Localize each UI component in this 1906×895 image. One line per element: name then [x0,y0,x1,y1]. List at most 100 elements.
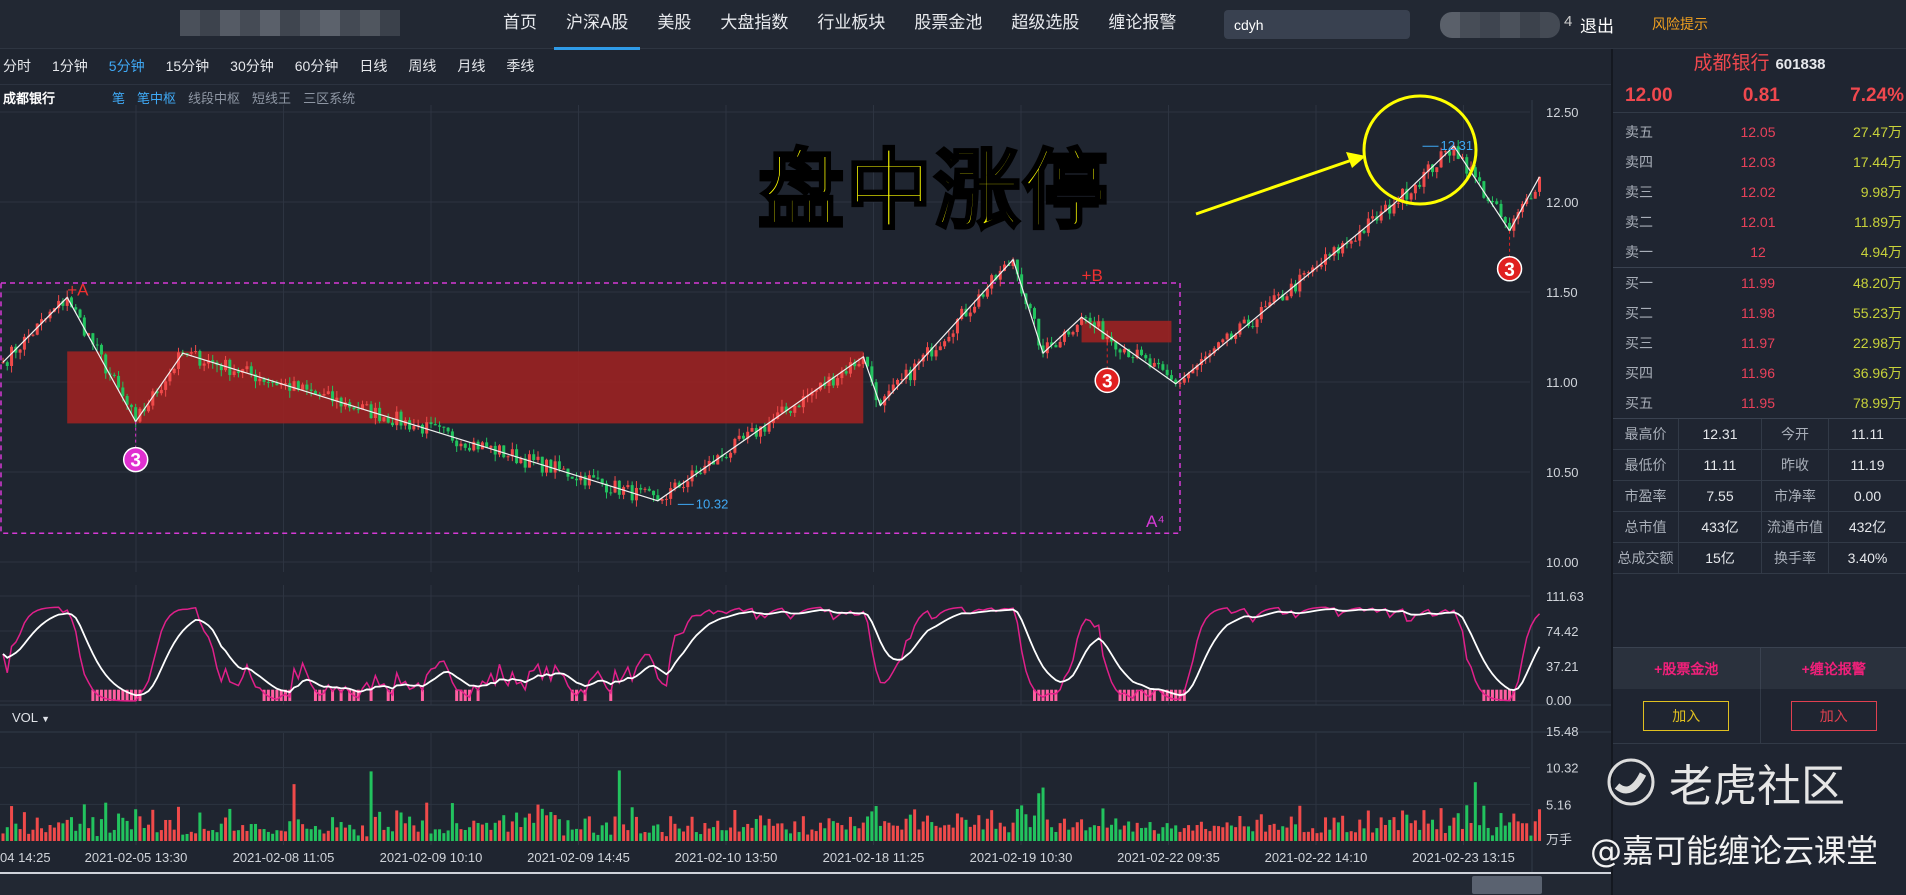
nav-item[interactable]: 大盘指数 [720,13,789,32]
arrow-head-icon [1346,152,1366,168]
nav-item[interactable]: 首页 [503,13,537,32]
volume-bar [1169,828,1173,841]
candle-body [617,480,621,495]
chart-label: +A [67,280,89,299]
indicator-tick-label: 37.21 [1546,659,1579,674]
volume-bar [908,814,912,841]
volume-bar [288,821,292,841]
period-tab[interactable]: 30分钟 [230,58,274,74]
candle-body [1324,254,1328,265]
nav-item[interactable]: 行业板块 [817,13,886,32]
nav-item[interactable]: 超级选股 [1011,13,1080,32]
volume-bar [1050,827,1054,841]
volume-bar [613,816,617,841]
candle-body [1229,333,1233,339]
volume-bar [1319,832,1323,841]
candle-body [703,465,707,474]
indicator-tab[interactable]: 短线王 [252,91,292,106]
period-tab[interactable]: 周线 [408,58,437,74]
nav-item[interactable]: 缠论报警 [1108,13,1177,32]
period-tab[interactable]: 日线 [359,58,388,74]
watermark-author: @嘉可能缠论云课堂 [1590,832,1879,870]
candle-body [1217,342,1221,349]
volume-bar [339,822,343,841]
indicator-bar [476,689,480,701]
nav-item[interactable]: 沪深A股 [553,0,641,50]
chart-scrollbar[interactable] [0,872,1611,895]
volume-bar [1259,814,1263,841]
level-label: 买三 [1625,335,1653,351]
volume-bar [1037,793,1041,841]
volume-bar [1276,829,1280,841]
nav-item[interactable]: 股票金池 [914,13,983,32]
indicator-bar [1182,689,1186,701]
candle-body [985,288,989,297]
candle-body [1062,331,1066,342]
period-tab[interactable]: 1分钟 [52,58,88,74]
quote-change: 0.81 [1742,84,1780,106]
candle-body [296,381,300,390]
volume-bar [211,830,215,841]
volume-bar [583,818,587,841]
candle-body [1238,323,1242,335]
volume-bar [164,819,168,841]
search-input[interactable] [1224,10,1410,39]
volume-bar [771,825,775,841]
indicator-tab[interactable]: 笔 [112,91,126,106]
candle-body [836,378,840,386]
volume-bar [1084,830,1088,841]
volume-bar [720,830,724,841]
candle-body [729,452,733,458]
add-to-alert-tab[interactable]: +缠论报警 [1761,648,1906,689]
price-tick-label: 11.00 [1546,375,1578,390]
volume-bar [1392,817,1396,841]
period-tab[interactable]: 季线 [506,58,535,74]
volume-bar [442,833,446,841]
period-tab[interactable]: 5分钟 [108,58,145,74]
candle-body [810,391,814,396]
add-to-pool-tab[interactable]: +股票金池 [1613,648,1761,689]
volume-bar [459,829,463,841]
volume-bar [1182,828,1186,841]
orderbook-row: 卖一 12 4.94万 [1613,237,1906,267]
stat-value: 11.11 [1851,426,1884,442]
volume-bar [1452,817,1456,841]
quote-pct: 7.24% [1850,84,1904,106]
volume-bar [1516,821,1520,841]
indicator-tab[interactable]: 三区系统 [303,91,356,106]
volume-bar [1349,831,1353,841]
kline-chart[interactable]: 12.50 12.00 11.50 11.00 10.50 10.00 111.63 74.4… [0,0,1611,895]
logout-link[interactable]: 退出 [1580,17,1614,36]
candle-body [455,440,459,447]
scrollbar-thumb[interactable] [1472,876,1542,894]
period-tab[interactable]: 月线 [457,58,486,74]
indicator-tab[interactable]: 笔中枢 [137,91,177,106]
add-alert-button[interactable]: 加入 [1790,701,1877,731]
volume-bar [1473,782,1477,841]
candle-body [189,352,193,354]
add-pool-button[interactable]: 加入 [1643,701,1730,731]
volume-bar [5,827,9,841]
volume-bar [866,816,870,841]
candle-body [973,306,977,313]
candle-body [429,422,433,425]
indicator-bar [1131,689,1135,701]
candle-body [793,405,797,413]
volume-bar [429,833,433,841]
risk-warning-link[interactable]: 风险提示 [1652,16,1708,32]
volume-bar [1165,823,1169,841]
candle-body [690,470,694,482]
stat-value: 11.11 [1679,450,1762,480]
candle-body [686,481,690,488]
indicator-tab[interactable]: 线段中枢 [188,91,241,106]
volume-bar [1131,831,1135,841]
candle-body [301,384,305,390]
volume-bar [660,831,664,841]
period-tab[interactable]: 60分钟 [294,58,339,74]
chart-label: 10.32 [696,496,729,511]
buy-point-label: 3 [1504,260,1515,281]
vol-indicator-select[interactable]: VOL ▼ [12,710,50,725]
nav-item[interactable]: 美股 [657,13,692,32]
period-tab[interactable]: 15分钟 [165,58,210,74]
period-tab[interactable]: 分时 [3,58,31,74]
